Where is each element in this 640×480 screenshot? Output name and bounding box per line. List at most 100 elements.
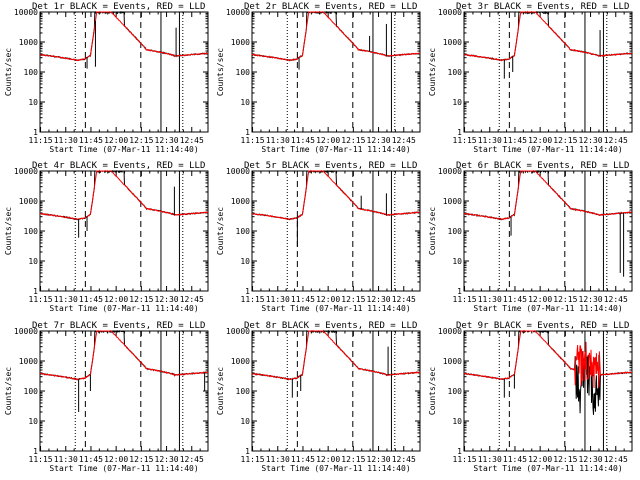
- y-tick-label: 1: [33, 447, 38, 456]
- x-tick-label: 12:30: [579, 295, 603, 304]
- x-tick-label: 12:15: [129, 455, 153, 464]
- x-tick-label: 11:30: [478, 295, 502, 304]
- y-tick-label: 10000: [226, 8, 250, 17]
- x-tick-label: 11:15: [453, 455, 477, 464]
- y-tick-label: 1: [245, 287, 250, 296]
- y-axis-label: Counts/sec: [216, 48, 225, 96]
- y-tick-label: 100: [448, 68, 463, 77]
- panel-title: Det 5r BLACK = Events, RED = LLD: [244, 161, 417, 171]
- lld-series-line: [39, 11, 209, 62]
- panel-1r: Det 1r BLACK = Events, RED = LLD 1 10 100 10…: [4, 2, 209, 154]
- panel-title: Det 7r BLACK = Events, RED = LLD: [32, 321, 205, 331]
- panel-9r: Det 9r BLACK = Events, RED = LLD 1 10 100 10…: [428, 321, 633, 473]
- x-tick-label: 12:45: [392, 136, 416, 145]
- panel-3r: Det 3r BLACK = Events, RED = LLD 1 10 100 10…: [428, 2, 633, 154]
- y-tick-label: 10000: [226, 327, 250, 336]
- panel-title: Det 3r BLACK = Events, RED = LLD: [456, 2, 629, 12]
- x-tick-label: 11:30: [478, 136, 502, 145]
- lld-series-line: [251, 330, 421, 381]
- x-tick-label: 11:45: [503, 136, 527, 145]
- y-tick-label: 100: [236, 387, 251, 396]
- x-tick-label: 12:15: [341, 136, 365, 145]
- x-tick-label: 12:15: [553, 455, 577, 464]
- panel-title: Det 9r BLACK = Events, RED = LLD: [456, 321, 629, 331]
- y-tick-label: 100: [24, 227, 39, 236]
- y-tick-label: 1: [457, 287, 462, 296]
- y-tick-label: 10: [452, 417, 462, 426]
- lld-series-line: [251, 11, 421, 61]
- y-tick-label: 10: [452, 257, 462, 266]
- panel-title: Det 4r BLACK = Events, RED = LLD: [32, 161, 205, 171]
- x-tick-label: 11:30: [266, 295, 290, 304]
- x-axis-label: Start Time (07-Mar-11 11:14:40): [261, 464, 410, 473]
- lld-series-line: [463, 11, 632, 62]
- panel-title: Det 1r BLACK = Events, RED = LLD: [32, 2, 205, 12]
- x-tick-label: 11:15: [453, 295, 477, 304]
- x-tick-label: 12:30: [579, 455, 603, 464]
- y-tick-label: 100: [448, 387, 463, 396]
- panel-title: Det 2r BLACK = Events, RED = LLD: [244, 2, 417, 12]
- x-tick-label: 11:45: [79, 136, 103, 145]
- y-axis-label: Counts/sec: [428, 207, 437, 255]
- x-tick-label: 12:30: [155, 295, 179, 304]
- y-tick-label: 1000: [19, 197, 38, 206]
- y-tick-label: 10000: [14, 8, 38, 17]
- y-tick-label: 1: [33, 128, 38, 137]
- y-tick-label: 10000: [14, 167, 38, 176]
- x-tick-label: 12:00: [104, 136, 128, 145]
- x-tick-label: 12:30: [367, 295, 391, 304]
- y-axis-label: Counts/sec: [216, 207, 225, 255]
- x-tick-label: 11:45: [503, 295, 527, 304]
- x-tick-label: 11:15: [241, 295, 265, 304]
- y-axis-label: Counts/sec: [4, 367, 13, 415]
- y-tick-label: 10000: [438, 8, 462, 17]
- x-tick-label: 12:30: [579, 136, 603, 145]
- y-tick-label: 10: [28, 417, 38, 426]
- x-tick-label: 12:45: [392, 455, 416, 464]
- x-tick-label: 12:45: [180, 295, 204, 304]
- y-tick-label: 1000: [19, 38, 38, 47]
- x-tick-label: 12:00: [528, 455, 552, 464]
- x-tick-label: 11:15: [241, 455, 265, 464]
- x-axis-label: Start Time (07-Mar-11 11:14:40): [473, 145, 622, 154]
- y-tick-label: 100: [24, 68, 39, 77]
- x-axis-label: Start Time (07-Mar-11 11:14:40): [473, 464, 622, 473]
- x-tick-label: 12:00: [528, 136, 552, 145]
- y-tick-label: 10: [240, 98, 250, 107]
- x-tick-label: 11:45: [503, 455, 527, 464]
- x-tick-label: 11:45: [79, 295, 103, 304]
- y-tick-label: 100: [24, 387, 39, 396]
- y-tick-label: 10: [240, 257, 250, 266]
- y-tick-label: 100: [236, 227, 251, 236]
- panel-title: Det 8r BLACK = Events, RED = LLD: [244, 321, 417, 331]
- y-tick-label: 1: [457, 447, 462, 456]
- y-axis-label: Counts/sec: [216, 367, 225, 415]
- x-tick-label: 12:00: [104, 295, 128, 304]
- y-tick-label: 1000: [443, 357, 462, 366]
- x-tick-label: 11:15: [241, 136, 265, 145]
- x-tick-label: 11:45: [291, 295, 315, 304]
- lld-series-line: [40, 170, 209, 220]
- lld-series-line: [39, 330, 209, 381]
- x-tick-label: 11:30: [478, 455, 502, 464]
- lld-series-line: [463, 170, 633, 221]
- x-tick-label: 11:15: [29, 455, 53, 464]
- x-axis-label: Start Time (07-Mar-11 11:14:40): [261, 145, 410, 154]
- x-tick-label: 12:00: [316, 136, 340, 145]
- x-axis-label: Start Time (07-Mar-11 11:14:40): [473, 304, 622, 313]
- x-tick-label: 12:15: [553, 136, 577, 145]
- x-tick-label: 12:30: [155, 455, 179, 464]
- y-tick-label: 1: [245, 128, 250, 137]
- x-tick-label: 12:45: [180, 136, 204, 145]
- x-axis-label: Start Time (07-Mar-11 11:14:40): [49, 145, 198, 154]
- x-tick-label: 12:00: [104, 455, 128, 464]
- x-tick-label: 12:45: [604, 136, 628, 145]
- x-tick-label: 12:30: [367, 455, 391, 464]
- x-tick-label: 12:00: [528, 295, 552, 304]
- x-tick-label: 11:15: [29, 295, 53, 304]
- x-tick-label: 12:00: [316, 455, 340, 464]
- y-tick-label: 1000: [443, 197, 462, 206]
- y-tick-label: 10000: [438, 167, 462, 176]
- x-tick-label: 12:45: [180, 455, 204, 464]
